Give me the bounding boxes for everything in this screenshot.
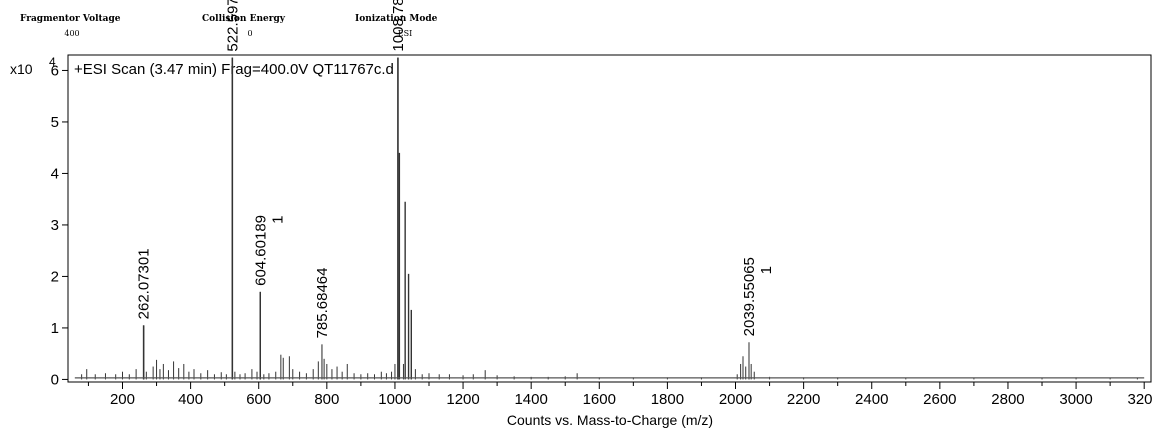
peak-charge-label: 1 xyxy=(269,216,286,224)
y-exponent-label: 4 xyxy=(49,55,56,69)
header-value-collision: 0 xyxy=(247,29,252,38)
header-label-ionization: Ionization Mode xyxy=(355,14,438,24)
plot-frame xyxy=(67,54,1152,383)
x-tick-label: 2200 xyxy=(787,391,820,408)
y-tick-label: 4 xyxy=(51,165,59,182)
y-multiplier-label: x10 xyxy=(10,61,33,77)
peak-label: 1008.78645 xyxy=(390,0,407,52)
header-value-fragmentor: 400 xyxy=(64,29,79,38)
x-tick-label: 1800 xyxy=(651,391,684,408)
x-tick-label: 600 xyxy=(246,391,271,408)
y-tick-label: 5 xyxy=(51,114,59,131)
x-tick-label: 3000 xyxy=(1059,391,1092,408)
header-value-ionization: ESI xyxy=(398,29,412,38)
x-axis: 200 400 600 800 1000 1200 1400 1600 1800 2000 2200… xyxy=(87,382,1152,408)
spectrum-peaks xyxy=(74,57,1145,380)
peak-label: 785.68464 xyxy=(314,268,331,339)
x-tick-label: 2000 xyxy=(719,391,752,408)
header-label-fragmentor: Fragmentor Voltage xyxy=(20,14,121,24)
peak-label: 604.60189 xyxy=(252,215,269,286)
x-tick-label: 2800 xyxy=(991,391,1024,408)
y-tick-label: 0 xyxy=(51,371,59,388)
peak-label: 262.07301 xyxy=(136,248,153,319)
x-tick-label: 1600 xyxy=(583,391,616,408)
x-tick-label: 1000 xyxy=(378,391,411,408)
chart-title: +ESI Scan (3.47 min) Frag=400.0V QT11767… xyxy=(74,61,394,78)
x-tick-label: 1200 xyxy=(446,391,479,408)
y-tick-label: 3 xyxy=(51,217,59,234)
peak-labels: 262.07301522.597301604.601891785.6846410… xyxy=(136,0,775,338)
x-tick-label: 400 xyxy=(178,391,203,408)
x-tick-label: 200 xyxy=(110,391,135,408)
y-tick-label: 6 xyxy=(51,62,59,79)
x-tick-label: 800 xyxy=(314,391,339,408)
x-tick-label: 3200 xyxy=(1128,391,1152,408)
x-axis-title: Counts vs. Mass-to-Charge (m/z) xyxy=(507,412,713,428)
y-tick-label: 1 xyxy=(51,320,59,337)
header-fields: Fragmentor Voltage 400 Collision Energy … xyxy=(20,14,438,38)
header-label-collision: Collision Energy xyxy=(202,14,286,24)
peak-label: 522.59730 xyxy=(224,0,241,52)
x-tick-label: 2600 xyxy=(923,391,956,408)
y-axis: 0 1 2 3 4 5 6 xyxy=(51,62,68,388)
x-tick-label: 2400 xyxy=(855,391,888,408)
y-tick-label: 2 xyxy=(51,268,59,285)
peak-label: 2039.55065 xyxy=(741,257,758,336)
peak-charge-label: 1 xyxy=(758,266,775,274)
x-tick-label: 1400 xyxy=(514,391,547,408)
